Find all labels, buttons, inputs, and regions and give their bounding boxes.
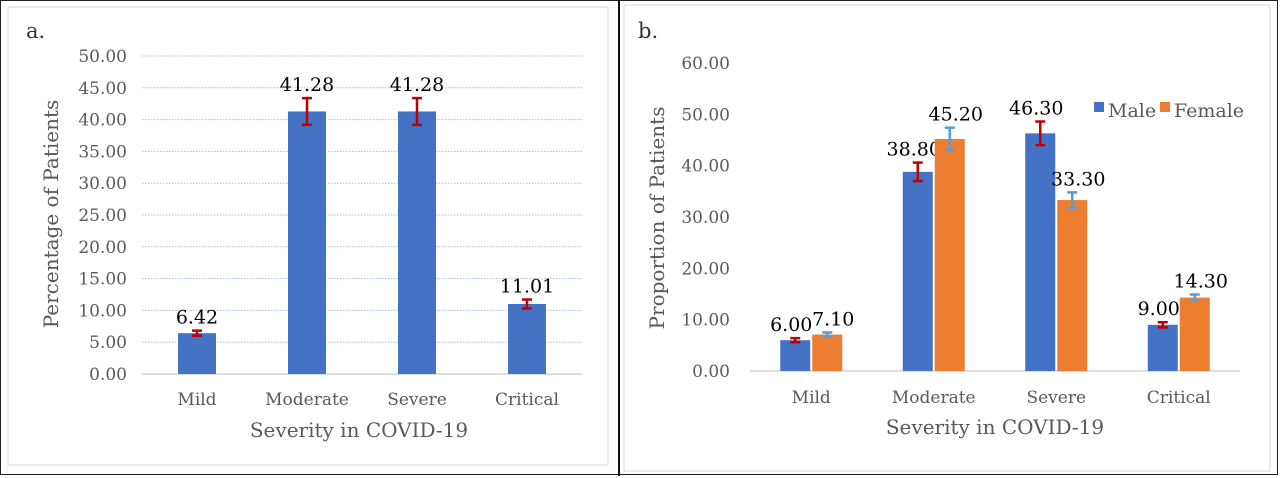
chart-b-ylabel: Proportion of Patients	[645, 107, 669, 330]
panel-a-label: a.	[26, 19, 45, 43]
data-label: 41.28	[280, 74, 334, 96]
chart-b: b. 0.00 10.00 20.00 30.00 40.00 50.00 60.00 6.…	[623, 4, 1271, 472]
data-label: 38.80	[887, 139, 941, 161]
y-tick-label: 10.00	[681, 311, 730, 331]
x-tick-label: Critical	[495, 390, 559, 410]
error-bar-critical	[522, 298, 532, 310]
bar-male-severe	[1025, 133, 1056, 371]
data-label: 33.30	[1051, 168, 1105, 190]
error-bar-female-moderate	[944, 126, 955, 152]
bar-male-critical	[1147, 324, 1178, 371]
x-tick-label: Severe	[1026, 388, 1086, 408]
error-bar-male-moderate	[912, 161, 923, 183]
data-label: 6.00	[770, 314, 812, 336]
data-label: 9.00	[1138, 298, 1180, 320]
y-tick-label: 15.00	[78, 270, 127, 290]
legend-label-male: Male	[1108, 100, 1156, 122]
bar-female-severe	[1057, 200, 1088, 371]
data-label: 7.10	[812, 309, 854, 331]
y-tick-label: 40.00	[681, 157, 730, 177]
legend-swatch-female	[1160, 102, 1170, 112]
y-tick-label: 50.00	[681, 105, 730, 125]
bar-male-mild	[780, 340, 811, 371]
panel-b-label: b.	[638, 19, 658, 43]
y-tick-label: 30.00	[681, 208, 730, 228]
chart-a: a. 0.00 5.00 10.00 15.00 20.00 25.00 30.00 35.0…	[7, 6, 609, 466]
x-tick-label: Moderate	[265, 390, 349, 410]
bar-mild	[178, 333, 216, 374]
legend-swatch-male	[1094, 102, 1104, 112]
y-tick-label: 30.00	[78, 174, 127, 194]
y-tick-label: 0.00	[692, 362, 730, 382]
x-tick-label: Mild	[177, 390, 216, 410]
x-tick-label: Critical	[1147, 388, 1211, 408]
y-tick-label: 25.00	[78, 206, 127, 226]
error-bar-male-critical	[1157, 320, 1168, 329]
error-bar-female-critical	[1189, 293, 1200, 302]
y-tick-label: 35.00	[78, 142, 127, 162]
y-tick-label: 20.00	[78, 238, 127, 258]
data-label: 46.30	[1009, 98, 1063, 120]
bar-severe	[398, 111, 436, 374]
x-tick-label: Moderate	[892, 388, 976, 408]
data-label: 45.20	[929, 104, 983, 126]
error-bar-female-mild	[822, 331, 833, 338]
data-label: 14.30	[1174, 271, 1228, 293]
panel-divider	[618, 0, 620, 476]
bar-moderate	[288, 111, 326, 374]
y-tick-label: 0.00	[89, 365, 127, 385]
x-tick-label: Mild	[792, 388, 831, 408]
y-tick-label: 60.00	[681, 54, 730, 74]
error-bar-severe	[412, 96, 422, 127]
bar-female-critical	[1179, 297, 1210, 371]
data-label: 41.28	[390, 74, 444, 96]
chart-b-legend: Male Female	[1094, 100, 1244, 122]
chart-b-xlabel: Severity in COVID-19	[886, 415, 1104, 439]
bar-female-mild	[812, 334, 843, 371]
y-tick-label: 10.00	[78, 301, 127, 321]
error-bar-female-severe	[1067, 191, 1078, 210]
bar-critical	[508, 303, 546, 374]
y-tick-label: 5.00	[89, 333, 127, 353]
error-bar-moderate	[302, 96, 312, 127]
error-bar-male-severe	[1035, 120, 1046, 147]
data-label: 11.01	[500, 276, 554, 298]
legend-label-female: Female	[1174, 100, 1244, 122]
data-label: 6.42	[176, 307, 218, 329]
x-tick-label: Severe	[387, 390, 447, 410]
y-tick-label: 45.00	[78, 79, 127, 99]
bar-male-moderate	[902, 171, 933, 371]
y-tick-label: 40.00	[78, 111, 127, 131]
error-bar-mild	[192, 329, 202, 337]
y-tick-label: 50.00	[78, 47, 127, 67]
chart-a-ylabel: Percentage of Patients	[39, 100, 63, 329]
y-tick-label: 20.00	[681, 259, 730, 279]
bar-female-moderate	[934, 138, 965, 371]
error-bar-male-mild	[790, 336, 801, 344]
chart-a-xlabel: Severity in COVID-19	[250, 418, 468, 442]
